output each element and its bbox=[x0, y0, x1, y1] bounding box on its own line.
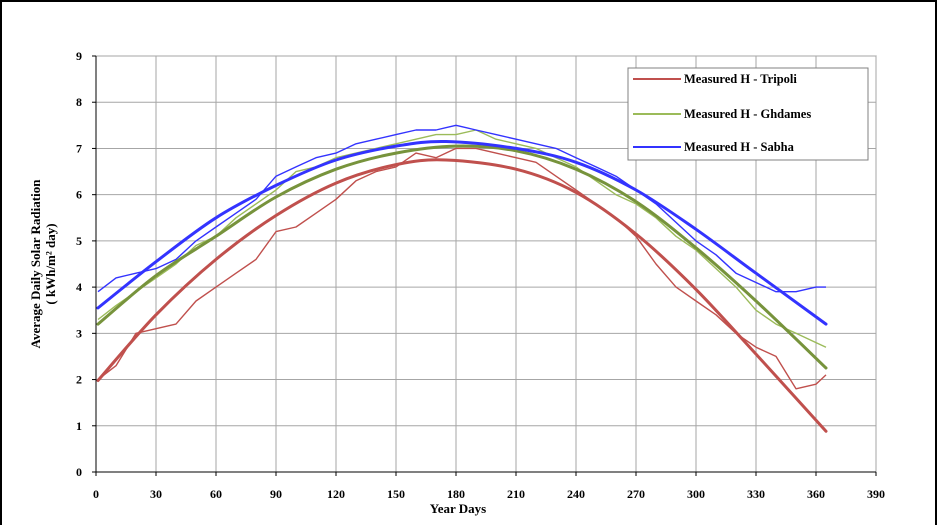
y-tick-label: 8 bbox=[76, 95, 82, 109]
y-axis-title: Average Daily Solar Radiation bbox=[28, 179, 43, 349]
y-axis-unit: ( kWh/m² day) bbox=[43, 223, 58, 304]
x-tick-label: 270 bbox=[627, 487, 645, 501]
y-tick-labels: 0 1 2 3 4 5 6 7 8 9 bbox=[76, 49, 82, 479]
x-tick-label: 360 bbox=[807, 487, 825, 501]
x-tick-label: 0 bbox=[93, 487, 99, 501]
x-tick-label: 60 bbox=[210, 487, 222, 501]
trend-line-1 bbox=[96, 144, 828, 370]
trend-lines bbox=[96, 139, 828, 433]
x-tick-label: 300 bbox=[687, 487, 705, 501]
x-tick-label: 150 bbox=[387, 487, 405, 501]
legend-label-sabha: Measured H - Sabha bbox=[684, 140, 795, 154]
x-tick-labels: 0 30 60 90 120 150 180 210 240 270 300 330 360 390 bbox=[93, 487, 885, 501]
series-line-0 bbox=[97, 147, 827, 390]
trend-line-0 bbox=[96, 158, 828, 433]
legend-label-ghdames: Measured H - Ghdames bbox=[684, 107, 811, 121]
y-tick-label: 9 bbox=[76, 49, 82, 63]
x-tick-label: 180 bbox=[447, 487, 465, 501]
x-tick-label: 330 bbox=[747, 487, 765, 501]
y-tick-label: 5 bbox=[76, 234, 82, 248]
y-tick-label: 6 bbox=[76, 188, 82, 202]
x-tick-label: 390 bbox=[867, 487, 885, 501]
y-tick-label: 4 bbox=[76, 280, 82, 294]
x-tick-label: 210 bbox=[507, 487, 525, 501]
x-tick-label: 90 bbox=[270, 487, 282, 501]
series-line-2 bbox=[97, 124, 826, 293]
y-tick-label: 2 bbox=[76, 373, 82, 387]
x-axis-title: Year Days bbox=[430, 501, 486, 516]
y-tick-label: 3 bbox=[76, 326, 82, 340]
x-tick-label: 30 bbox=[150, 487, 162, 501]
legend-label-tripoli: Measured H - Tripoli bbox=[684, 72, 797, 86]
trend-line-2 bbox=[96, 139, 828, 326]
y-tick-label: 1 bbox=[76, 419, 82, 433]
legend: Measured H - Tripoli Measured H - Ghdame… bbox=[627, 67, 869, 161]
y-tick-label: 0 bbox=[76, 465, 82, 479]
y-tick-label: 7 bbox=[76, 141, 82, 155]
x-tick-label: 240 bbox=[567, 487, 585, 501]
x-tick-label: 120 bbox=[327, 487, 345, 501]
